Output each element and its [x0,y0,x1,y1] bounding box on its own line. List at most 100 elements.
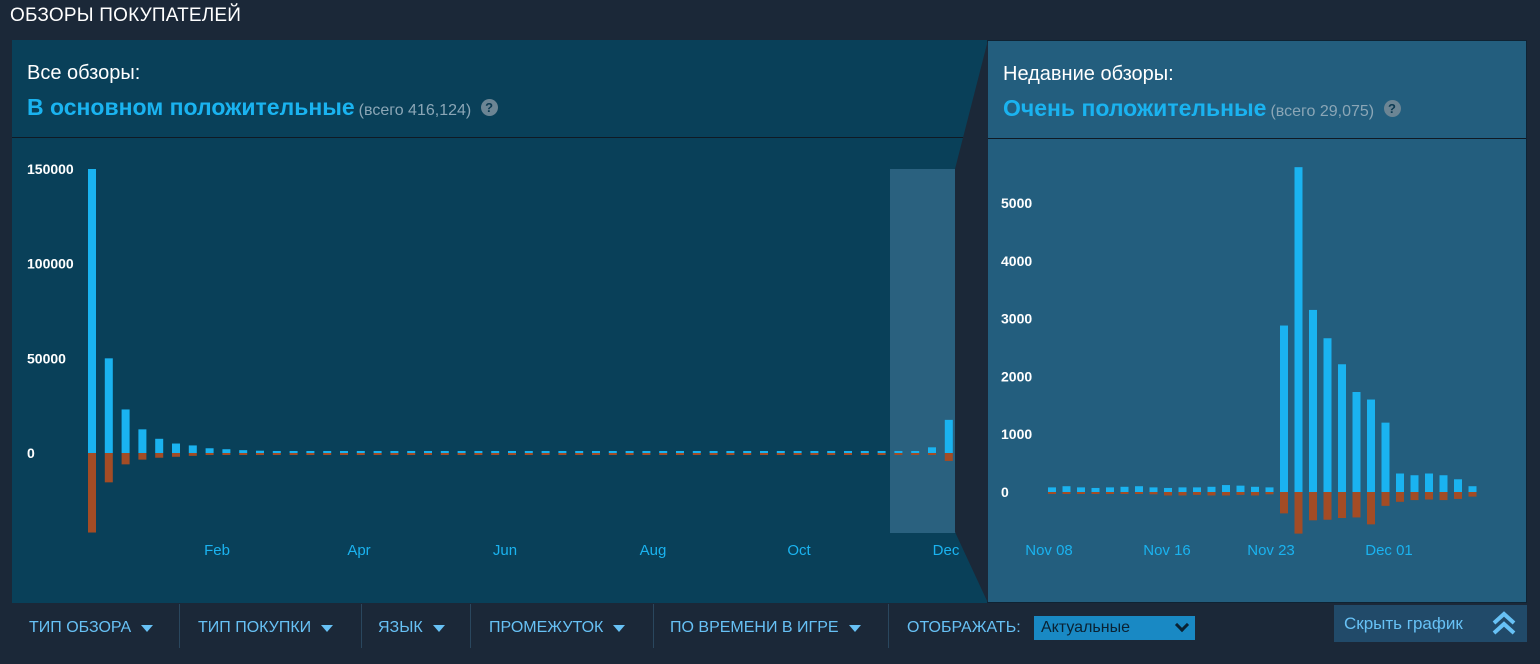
negative-bar [222,453,231,455]
positive-bar [289,451,298,453]
negative-bar [743,453,752,455]
recent-reviews-summary[interactable]: Очень положительные [1003,95,1267,121]
review-filters-bar: ТИП ОБЗОРА ТИП ПОКУПКИ ЯЗЫК ПРОМЕЖУТОК П… [12,603,1527,655]
positive-bar [508,451,516,453]
positive-bar [205,448,214,453]
recent-reviews-chart-svg: 5000 4000 3000 2000 1000 0 Nov 08 Nov 16 Nov 23 D… [1001,167,1477,559]
negative-bar [1338,492,1346,519]
positive-bar [1323,338,1332,492]
negative-bar [1120,492,1129,494]
all-reviews-summary[interactable]: В основном положительные [27,94,355,120]
positive-bar [1135,486,1143,492]
help-icon[interactable]: ? [480,99,498,116]
x-tick-label: Dec [933,542,960,559]
positive-bar [1048,487,1056,492]
negative-bar [558,453,567,455]
y-tick-label: 2000 [1001,368,1032,384]
negative-bar [138,453,147,460]
negative-bar [1425,492,1433,500]
negative-bar [877,453,886,455]
positive-bar [1265,487,1274,492]
recent-reviews-panel: Недавние обзоры: Очень положительные (все… [987,40,1527,603]
all-reviews-header: Все обзоры: В основном положительные (все… [12,40,988,138]
filter-review-type[interactable]: ТИП ОБЗОРА [29,603,154,653]
all-reviews-summary-line: В основном положительные (всего 416,124) … [27,94,988,121]
positive-bar [1222,485,1230,492]
negative-bar [1091,492,1100,494]
display-select[interactable]: Актуальные [1034,616,1195,640]
negative-bar [356,453,365,455]
positive-bar [810,451,819,453]
y-tick-label: 100000 [27,256,74,272]
x-tick-label: Nov 08 [1025,542,1073,559]
negative-bar [709,453,718,455]
filter-purchase-type[interactable]: ТИП ПОКУПКИ [198,603,334,653]
negative-bar [104,453,113,483]
negative-bar [1468,492,1477,497]
negative-bar [457,453,466,455]
positive-bar [222,449,231,453]
positive-bar [407,451,416,453]
positive-bar [1077,487,1085,492]
caret-down-icon [141,624,154,632]
filter-language-label: ЯЗЫК [378,619,423,636]
filter-playtime[interactable]: ПО ВРЕМЕНИ В ИГРЕ [670,603,861,653]
filter-date-range[interactable]: ПРОМЕЖУТОК [489,603,626,653]
positive-bar [424,451,432,453]
positive-bar [1425,473,1433,492]
y-tick-label: 1000 [1001,426,1032,442]
hide-graph-button[interactable]: Скрыть график [1334,605,1527,642]
positive-bar [1352,392,1361,492]
negative-bar [676,453,684,455]
positive-bar [272,451,281,453]
x-tick-label: Oct [787,542,811,559]
positive-bar [1454,479,1462,492]
hide-graph-label: Скрыть график [1344,613,1463,633]
positive-bar [524,451,533,453]
negative-bar [1265,492,1274,495]
recent-reviews-chart[interactable]: 5000 4000 3000 2000 1000 0 Nov 08 Nov 16 Nov 23 D… [988,140,1526,603]
positive-bar [1381,422,1390,492]
negative-bar [1309,492,1317,521]
all-reviews-chart[interactable]: 150000 100000 50000 0 Feb Apr Jun Aug Oct Dec [12,139,988,603]
positive-bar [642,451,651,453]
negative-bar [1193,492,1201,495]
x-tick-label: Nov 23 [1247,542,1295,559]
negative-bar [1454,492,1462,499]
negative-bar [1222,492,1230,496]
divider [653,604,654,648]
positive-bar [1236,485,1245,492]
y-tick-label: 50000 [27,350,66,366]
chevron-down-icon [1174,617,1190,633]
negative-bar [592,453,600,455]
positive-bar [256,450,264,453]
recent-reviews-header: Недавние обзоры: Очень положительные (все… [988,41,1526,139]
negative-bar [1236,492,1245,495]
negative-bar [608,453,617,455]
positive-bar [659,451,668,453]
positive-bar [928,447,936,453]
negative-bar [1251,492,1259,496]
divider [361,604,362,648]
negative-bar [726,453,735,455]
negative-bar [323,453,332,455]
all-reviews-panel: Все обзоры: В основном положительные (все… [12,40,988,603]
negative-bar [541,453,550,455]
negative-bar [524,453,533,455]
positive-bar [793,451,802,453]
display-select-value: Актуальные [1041,619,1130,636]
positive-bar [1164,487,1172,492]
caret-down-icon [432,624,445,632]
divider [470,604,471,648]
help-icon[interactable]: ? [1383,100,1401,117]
positive-bar [592,451,600,453]
negative-bar [1062,492,1071,494]
negative-bar [1164,492,1172,496]
negative-bar [306,453,315,455]
divider [888,604,889,648]
filter-language[interactable]: ЯЗЫК [378,603,445,653]
negative-bar [928,453,936,455]
positive-bar [608,451,617,453]
positive-bar [188,445,197,453]
x-tick-label: Feb [204,542,230,559]
